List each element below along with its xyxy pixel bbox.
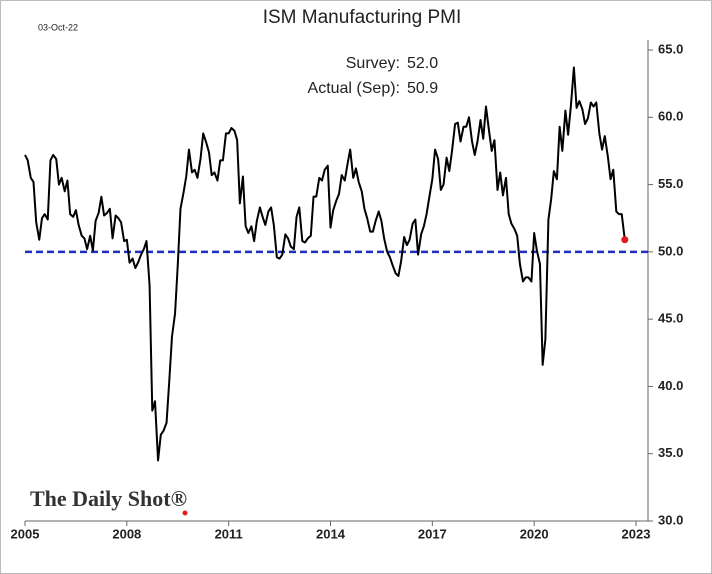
watermark-dot xyxy=(182,510,188,516)
x-tick-label: 2014 xyxy=(316,526,346,541)
y-tick-label: 50.0 xyxy=(658,243,683,258)
x-tick-label: 2008 xyxy=(112,526,141,541)
x-tick-label: 2023 xyxy=(622,526,651,541)
pmi-line xyxy=(24,66,626,462)
y-tick-label: 55.0 xyxy=(658,176,683,191)
x-tick-label: 2005 xyxy=(11,526,40,541)
x-tick-label: 2017 xyxy=(418,526,447,541)
date-stamp: 03-Oct-22 xyxy=(38,22,78,32)
y-tick-label: 35.0 xyxy=(658,445,683,460)
y-tick-label: 30.0 xyxy=(658,512,683,527)
x-tick-label: 2011 xyxy=(215,526,243,541)
annotation-label: Actual (Sep): xyxy=(308,80,400,97)
y-tick-label: 65.0 xyxy=(658,41,683,56)
chart-title: ISM Manufacturing PMI xyxy=(263,7,462,28)
annotation-value: 50.9 xyxy=(407,80,438,97)
x-tick-label: 2020 xyxy=(520,526,549,541)
latest-point xyxy=(621,236,629,244)
watermark: The Daily Shot® xyxy=(30,486,187,511)
annotation-value: 52.0 xyxy=(407,55,438,72)
y-tick-label: 45.0 xyxy=(658,311,683,326)
y-tick-label: 40.0 xyxy=(658,378,683,393)
annotation-label: Survey: xyxy=(346,55,400,72)
y-tick-label: 60.0 xyxy=(658,109,683,124)
